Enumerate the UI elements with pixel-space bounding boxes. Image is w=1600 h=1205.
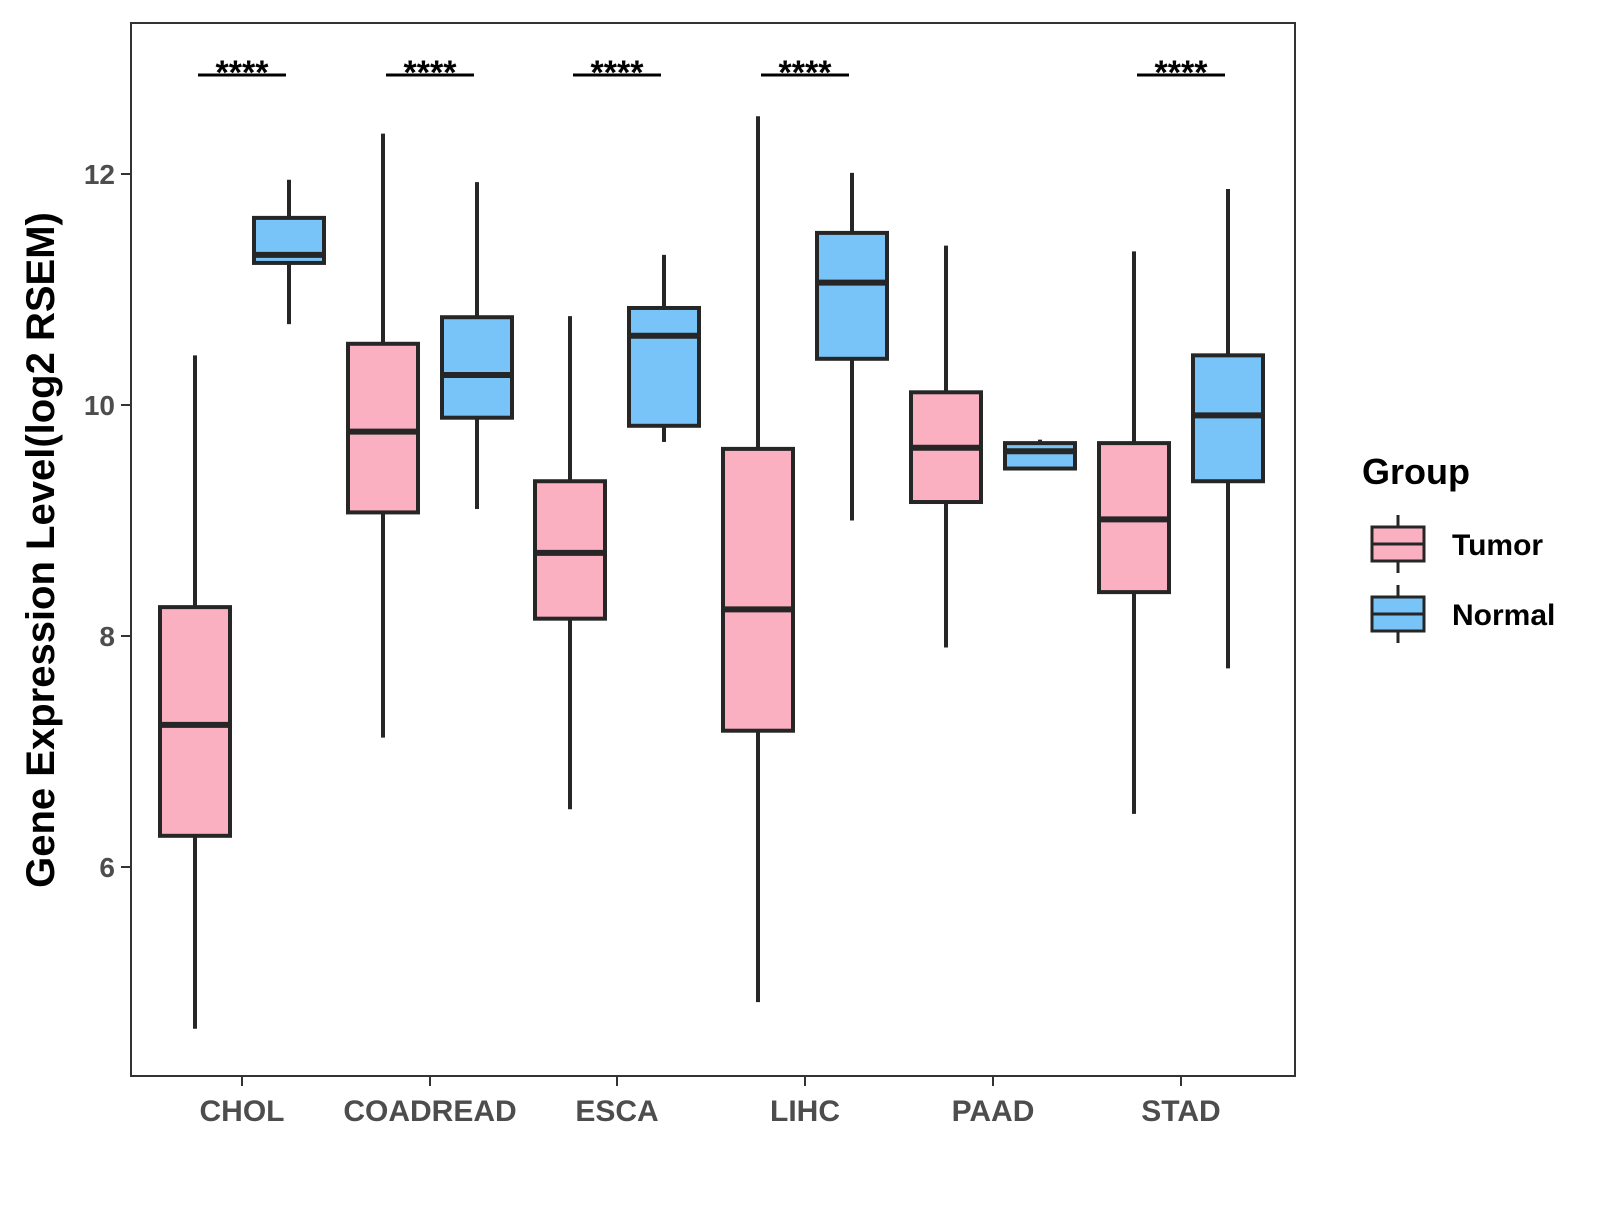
significance-annotations: **** **** **** **** **** (198, 54, 1225, 92)
box-body-paad-normal (1003, 441, 1077, 471)
box-body-coadread-tumor (346, 341, 420, 515)
box-lihc-normal (815, 172, 889, 521)
significance-label-coadread: **** (404, 54, 458, 92)
box-body-coadread-normal (440, 315, 514, 420)
box-stad-normal (1191, 189, 1265, 669)
box-body-lihc-tumor (721, 446, 795, 733)
significance-label-esca: **** (591, 54, 645, 92)
legend-title: Group (1362, 451, 1470, 492)
box-paad-normal (1003, 439, 1077, 471)
significance-label-chol: **** (216, 54, 270, 92)
box-coadread-tumor (346, 133, 420, 738)
y-tick-label-12: 12 (84, 159, 115, 190)
y-axis-label: Gene Expression Level(log2 RSEM) (19, 212, 63, 888)
significance-label-lihc: **** (779, 54, 833, 92)
legend: Group Tumor Normal (1362, 451, 1555, 643)
x-tick-label-lihc: LIHC (770, 1095, 840, 1128)
x-tick-label-chol: CHOL (200, 1095, 285, 1128)
y-tick-label-10: 10 (84, 390, 115, 421)
legend-item-normal: Normal (1370, 585, 1555, 643)
y-tick-label-8: 8 (99, 621, 115, 652)
box-esca-tumor (533, 316, 607, 810)
y-tick-label-6: 6 (99, 852, 115, 883)
x-tick-label-esca: ESCA (575, 1095, 658, 1128)
legend-label-tumor: Tumor (1452, 529, 1543, 562)
x-tick-label-coadread: COADREAD (343, 1095, 516, 1128)
panel-border (130, 22, 1296, 1077)
box-chol-normal (252, 179, 326, 325)
box-paad-tumor (909, 245, 983, 648)
x-tick-label-paad: PAAD (952, 1095, 1035, 1128)
box-coadread-normal (440, 182, 514, 509)
axes-layer: 6 8 10 12 CHOL COADREAD ESCA LIHC PAAD STAD (84, 159, 1221, 1128)
legend-item-tumor: Tumor (1370, 515, 1543, 573)
boxes-layer (158, 116, 1265, 1029)
significance-label-stad: **** (1155, 54, 1209, 92)
box-body-chol-tumor (158, 605, 232, 838)
box-lihc-tumor (721, 116, 795, 1003)
x-tick-label-stad: STAD (1141, 1095, 1220, 1128)
box-body-esca-normal (627, 305, 701, 428)
box-chol-tumor (158, 355, 232, 1029)
box-body-lihc-normal (815, 230, 889, 361)
legend-label-normal: Normal (1452, 599, 1555, 632)
box-esca-normal (627, 254, 701, 442)
box-stad-tumor (1097, 251, 1171, 814)
